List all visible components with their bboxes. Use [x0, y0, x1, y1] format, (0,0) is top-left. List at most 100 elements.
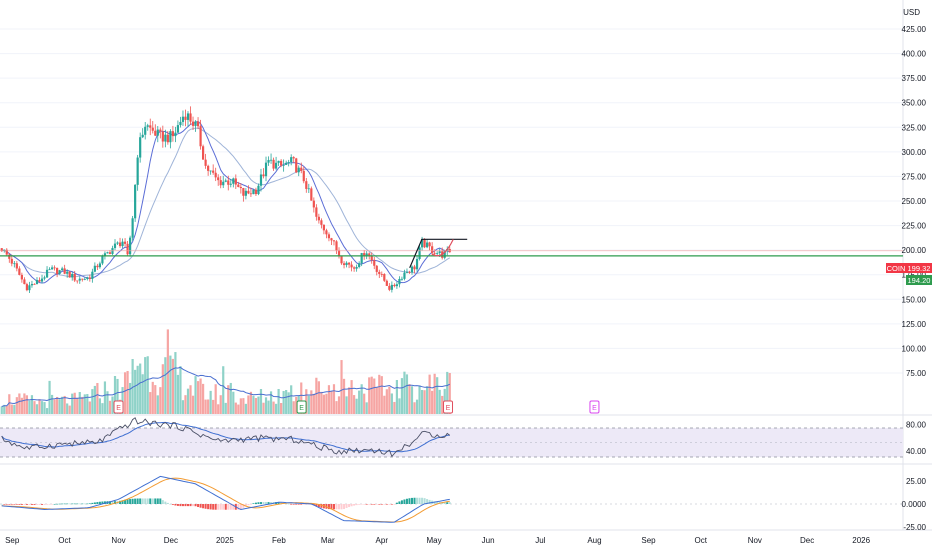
candle-body: [297, 167, 300, 173]
macd-histogram-bar: [144, 498, 147, 504]
candle-body: [50, 267, 54, 270]
candle: [254, 187, 258, 197]
candle: [227, 175, 230, 191]
candle-body: [134, 184, 137, 219]
volume-bar: [204, 399, 207, 414]
volume-bar: [330, 391, 333, 414]
macd-histogram-bar: [114, 501, 117, 504]
candle: [214, 167, 217, 182]
volume-bar: [368, 377, 371, 414]
macd-histogram-bar: [302, 504, 305, 505]
macd-line: [1, 475, 450, 523]
volume-bar: [325, 393, 328, 414]
candle-body: [234, 178, 237, 185]
candle-body: [25, 284, 29, 291]
candle-body: [287, 162, 290, 163]
candle: [315, 204, 318, 221]
candle-body: [267, 160, 270, 163]
macd-histogram-bar: [154, 498, 157, 504]
candle: [174, 126, 177, 143]
candle-body: [378, 271, 381, 275]
candle: [222, 175, 225, 189]
candle: [61, 266, 64, 271]
volume-bar: [418, 385, 421, 414]
flag-pattern-drawing[interactable]: [409, 238, 468, 269]
macd-histogram-bar: [270, 502, 273, 504]
macd-histogram-bar: [340, 504, 343, 510]
volume-bar: [408, 384, 411, 414]
candle-body: [285, 162, 288, 165]
candle-body: [71, 273, 74, 278]
macd-histogram-bar: [335, 504, 338, 510]
macd-histogram-bar: [265, 502, 268, 504]
candle: [280, 159, 283, 168]
candle-body: [86, 277, 89, 279]
macd-histogram-bar: [25, 504, 28, 505]
price-scale-label: 400.00: [902, 50, 927, 59]
macd-histogram-bar: [61, 503, 64, 505]
candle-body: [388, 285, 391, 290]
macd-histogram-bar: [131, 498, 134, 504]
candle: [113, 239, 117, 251]
grid: [0, 28, 903, 374]
candle: [56, 267, 59, 278]
volume-bar: [272, 401, 275, 414]
volume-moving-average: [1, 366, 451, 407]
rsi-scale[interactable]: 80.00 40.00: [906, 420, 927, 456]
volume-bar: [176, 374, 180, 414]
volume-bar: [317, 381, 320, 414]
volume-bar: [340, 360, 343, 414]
macd-histogram-bar: [395, 502, 398, 504]
candle: [15, 260, 18, 272]
price-scale-label: 150.00: [902, 295, 927, 304]
price-scale[interactable]: 425.00 400.00 375.00 350.00 325.00 300.00 275.…: [902, 25, 927, 378]
volume-bar: [126, 370, 129, 414]
candle-body: [239, 186, 242, 189]
candle-body: [363, 253, 366, 257]
candle: [139, 132, 142, 163]
candle: [38, 277, 41, 283]
candle-body: [106, 252, 109, 254]
candle-body: [438, 251, 441, 254]
macd-histogram-bar: [259, 502, 262, 504]
macd-histogram-bar: [189, 504, 192, 507]
candle-body: [10, 258, 13, 264]
macd-scale-label: -25.00: [903, 523, 926, 532]
macd-histogram-bar: [388, 504, 391, 505]
volume-bars: [0, 329, 451, 414]
macd-scale[interactable]: 25.00 0.0000 -25.00: [902, 477, 927, 532]
volume-bar: [0, 406, 3, 414]
macd-histogram-bar: [108, 501, 111, 504]
candle: [302, 166, 305, 184]
volume-bar: [96, 383, 99, 414]
macd-histogram-bar: [320, 504, 323, 508]
macd-histogram-bar: [18, 504, 21, 505]
candle: [146, 123, 149, 131]
macd-histogram-bar: [383, 504, 386, 505]
candle-body: [204, 159, 207, 166]
macd-histogram-bar: [141, 498, 144, 504]
macd-histogram-bar: [151, 498, 154, 504]
macd-histogram-bar: [164, 501, 167, 504]
candle: [413, 264, 416, 274]
candle: [385, 279, 388, 287]
candle-body: [73, 273, 76, 281]
volume-bar: [219, 395, 222, 414]
time-scale[interactable]: Sep Oct Nov Dec 2025 Feb Mar Apr May Jun Jul Aug Sep…: [5, 536, 871, 545]
candle: [71, 271, 74, 281]
volume-bar: [345, 396, 348, 414]
candle-body: [191, 121, 195, 126]
candle: [426, 239, 429, 249]
candle: [86, 276, 89, 281]
macd-histogram-bar: [428, 499, 431, 504]
volume-bar: [375, 386, 378, 414]
candlesticks[interactable]: [0, 106, 903, 293]
candle-body: [315, 207, 318, 217]
candle-body: [302, 170, 305, 182]
rounded-arc-drawing[interactable]: [431, 239, 454, 257]
macd-histogram-bar: [244, 504, 247, 507]
candle: [400, 276, 404, 281]
macd-histogram-bar: [129, 499, 132, 504]
